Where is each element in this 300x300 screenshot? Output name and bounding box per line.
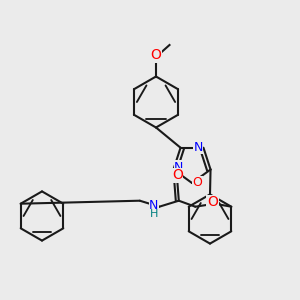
Text: H: H	[150, 209, 158, 219]
Text: O: O	[193, 176, 202, 190]
Text: N: N	[174, 160, 184, 174]
Text: O: O	[207, 195, 218, 209]
Text: N: N	[149, 199, 159, 212]
Text: O: O	[172, 168, 183, 182]
Text: O: O	[151, 49, 161, 62]
Text: N: N	[194, 141, 203, 154]
